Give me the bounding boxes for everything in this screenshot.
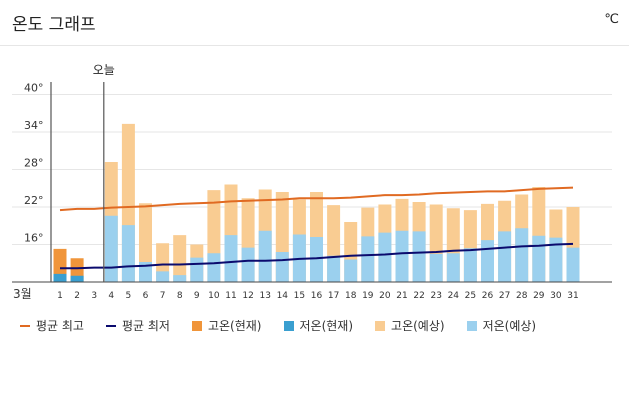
high-forecast-bar: [173, 235, 187, 282]
x-tick-label: 25: [465, 291, 476, 301]
legend-swatch: [283, 320, 294, 331]
legend-item: 평균 최저: [105, 317, 170, 334]
low-forecast-bar: [463, 248, 477, 282]
x-tick-label: 1: [57, 291, 63, 301]
x-tick-label: 31: [567, 291, 578, 301]
low-forecast-bar: [395, 230, 409, 282]
low-forecast-bar: [532, 235, 546, 282]
month-label: 3월: [13, 287, 32, 301]
x-tick-label: 13: [259, 291, 270, 301]
legend-label: 저온(현재): [299, 319, 354, 333]
x-tick-label: 22: [413, 291, 424, 301]
x-tick-label: 7: [160, 291, 166, 301]
x-tick-label: 24: [448, 291, 460, 301]
x-tick-label: 14: [277, 291, 289, 301]
x-tick-label: 16: [311, 291, 323, 301]
legend-swatch: [191, 320, 202, 331]
low-forecast-bar: [549, 237, 563, 282]
low-forecast-bar: [139, 262, 152, 282]
x-tick-label: 30: [550, 291, 562, 301]
legend-label: 고온(현재): [207, 319, 262, 333]
x-tick-label: 9: [194, 291, 200, 301]
x-tick-label: 21: [396, 291, 407, 301]
today-label: 오늘: [93, 63, 115, 77]
x-tick-label: 6: [143, 291, 149, 301]
x-tick-label: 28: [516, 291, 528, 301]
x-tick-label: 11: [225, 291, 236, 301]
low-forecast-bar: [190, 257, 204, 282]
legend-item: 저온(현재): [283, 317, 354, 334]
x-tick-label: 3: [91, 291, 97, 301]
low-forecast-bar: [515, 228, 529, 282]
x-tick-label: 23: [430, 291, 441, 301]
x-tick-label: 15: [294, 291, 305, 301]
x-tick-label: 27: [499, 291, 510, 301]
y-tick-label: 40°: [24, 82, 44, 95]
legend-item: 고온(현재): [191, 317, 262, 334]
x-tick-label: 2: [74, 291, 80, 301]
low-forecast-bar: [498, 231, 512, 282]
x-tick-label: 18: [345, 291, 357, 301]
legend-swatch: [20, 324, 30, 327]
x-tick-label: 26: [482, 291, 494, 301]
high-current-bar: [53, 248, 67, 282]
low-forecast-bar: [344, 259, 358, 282]
avg-low-line: [60, 242, 574, 270]
x-tick-label: 19: [362, 291, 374, 301]
low-forecast-bar: [173, 275, 187, 282]
low-forecast-bar: [310, 237, 323, 282]
legend-item: 고온(예상): [375, 317, 445, 334]
legend-swatch: [466, 320, 477, 331]
low-forecast-bar: [121, 225, 135, 282]
avg-high-line: [59, 186, 574, 212]
low-forecast-bar: [258, 230, 272, 282]
low-forecast-bar: [429, 253, 443, 282]
low-forecast-bar: [207, 253, 221, 282]
x-tick-label: 20: [379, 291, 391, 301]
low-forecast-bar: [327, 255, 341, 282]
x-tick-label: 10: [208, 291, 220, 301]
low-forecast-bar: [241, 247, 255, 282]
low-forecast-bar: [412, 231, 426, 282]
unit-toggle[interactable]: ℃: [604, 12, 619, 27]
low-forecast-bar: [224, 235, 238, 282]
legend-swatch: [105, 324, 116, 327]
x-tick-label: 29: [533, 291, 545, 301]
x-tick-label: 12: [242, 291, 253, 301]
low-current-bar: [70, 275, 84, 282]
low-forecast-bar: [446, 253, 460, 282]
x-tick-label: 5: [126, 291, 132, 301]
legend-label: 고온(예상): [391, 319, 445, 333]
low-forecast-bar: [566, 247, 580, 282]
legend-label: 평균 최저: [121, 319, 170, 333]
page-title: 온도 그래프: [12, 15, 96, 35]
y-tick-label: 16°: [24, 232, 44, 245]
low-forecast-bar: [361, 236, 375, 282]
low-forecast-bar: [156, 271, 170, 282]
x-tick-label: 4: [108, 291, 114, 301]
legend-item: 평균 최고: [20, 317, 84, 334]
low-forecast-bar: [378, 232, 392, 282]
x-tick-label: 17: [328, 291, 339, 301]
y-tick-label: 34°: [24, 119, 44, 132]
low-current-bar: [53, 273, 67, 282]
legend-item: 저온(예상): [466, 317, 537, 334]
legend-label: 평균 최고: [36, 319, 84, 333]
header-divider: [0, 45, 629, 46]
y-tick-label: 22°: [24, 194, 44, 207]
low-forecast-bar: [275, 252, 289, 282]
y-tick-label: 28°: [24, 157, 44, 170]
low-forecast-bar: [104, 215, 118, 282]
legend-swatch: [375, 320, 386, 331]
low-forecast-bar: [481, 240, 494, 282]
x-tick-label: 8: [177, 291, 183, 301]
chart-legend: 평균 최고 평균 최저 고온(현재) 저온(현재) 고온(예상) 저온(예상): [20, 317, 536, 334]
legend-label: 저온(예상): [482, 319, 537, 333]
